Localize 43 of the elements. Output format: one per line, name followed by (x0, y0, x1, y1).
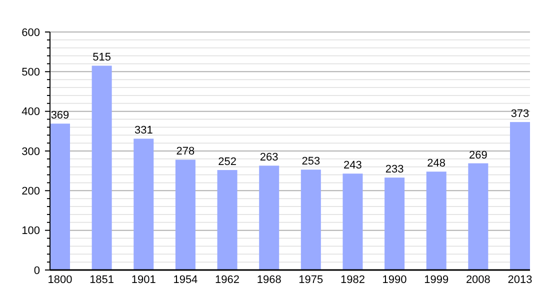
data-label: 233 (385, 164, 404, 176)
x-tick-label: 2013 (508, 274, 532, 286)
data-label: 263 (260, 152, 278, 164)
bar (92, 66, 112, 270)
data-label: 373 (510, 108, 530, 120)
y-tick-label: 300 (22, 146, 40, 158)
x-tick-label: 1999 (424, 274, 449, 286)
bar (134, 138, 154, 270)
x-tick-label: 1954 (173, 274, 198, 286)
data-label: 243 (344, 160, 362, 172)
data-label: 369 (50, 110, 70, 122)
bar (510, 122, 530, 270)
bar (384, 178, 405, 270)
data-label: 248 (427, 158, 446, 170)
x-tick-label: 1901 (131, 274, 156, 286)
data-label: 278 (176, 146, 195, 158)
data-label: 269 (469, 149, 488, 162)
y-tick-label: 200 (22, 186, 40, 198)
x-tick-label: 1851 (90, 274, 114, 286)
x-tick-label: 1962 (215, 274, 240, 286)
y-tick-label: 500 (22, 66, 40, 79)
bar (50, 124, 70, 270)
bar (468, 163, 488, 270)
x-tick-label: 1975 (298, 274, 324, 286)
bar (259, 166, 280, 270)
x-tick-label: 1990 (382, 274, 407, 286)
x-tick-label: 2008 (466, 274, 490, 286)
y-tick-label: 100 (22, 225, 40, 238)
data-label: 331 (134, 124, 153, 137)
bar (300, 170, 321, 270)
y-tick-label: 400 (22, 106, 40, 118)
x-tick-label: 1800 (48, 274, 72, 286)
x-tick-label: 1968 (256, 274, 282, 286)
data-label: 515 (92, 52, 111, 64)
data-label: 252 (218, 156, 236, 168)
y-tick-label: 600 (22, 26, 40, 39)
bar (342, 174, 363, 270)
bar (217, 170, 238, 270)
bar (175, 160, 196, 270)
bar (426, 172, 446, 270)
y-tick-label: 0 (34, 264, 40, 277)
x-tick-label: 1982 (340, 274, 365, 286)
data-label: 253 (302, 156, 320, 168)
